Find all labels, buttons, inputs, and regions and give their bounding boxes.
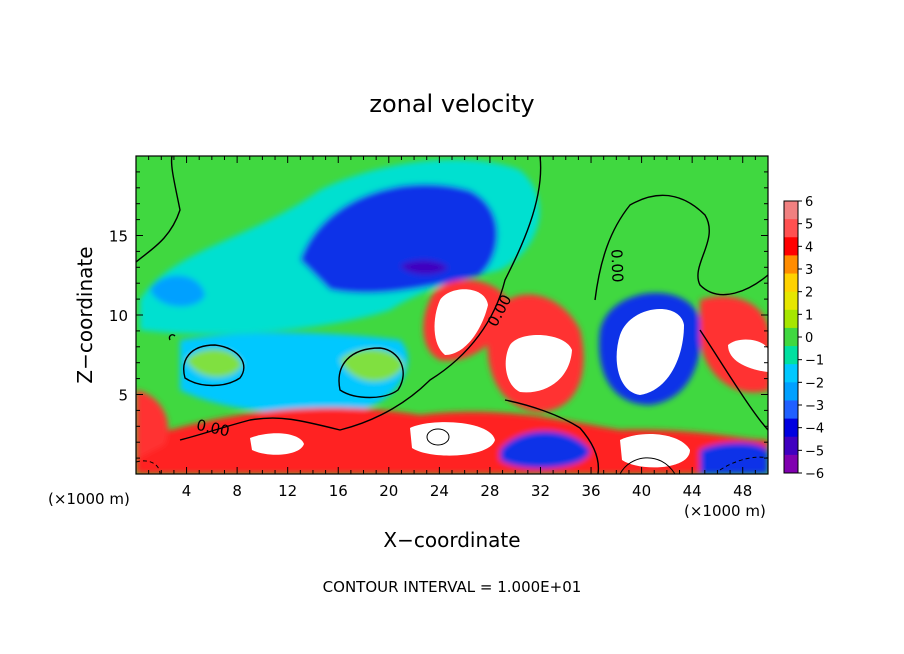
contour-line-6 — [504, 399, 600, 474]
green-island-left — [186, 349, 242, 378]
small-loop-1 — [426, 428, 450, 446]
x-tick-label-3: 16 — [329, 482, 348, 500]
colorbar-label-10: −4 — [805, 422, 824, 437]
contour-interval-note: CONTOUR INTERVAL = 1.000E+01 — [323, 578, 582, 596]
contour-line-1 — [136, 156, 181, 263]
x-tick-label-9: 40 — [632, 482, 651, 500]
colorbar-swatch-0 — [784, 201, 798, 220]
colorbar-swatch-4 — [784, 273, 798, 293]
colorbar-label-8: −2 — [805, 376, 824, 391]
contour-label-3: 0.00 — [607, 249, 626, 283]
colorbar-swatch-3 — [784, 255, 798, 275]
white-max-4 — [728, 339, 768, 372]
y-tick-label-2: 15 — [109, 228, 128, 246]
colorbar-swatch-5 — [784, 291, 798, 311]
y-axis-label: Z−coordinate — [73, 246, 97, 383]
colorbar-swatch-12 — [784, 418, 798, 438]
y-unit-label: (×1000 m) — [48, 490, 130, 508]
x-tick-label-5: 24 — [430, 482, 449, 500]
colorbar-label-2: 4 — [805, 240, 813, 255]
blue-jet-core — [300, 183, 498, 294]
left-red-edge — [136, 390, 169, 460]
contour-line-5 — [338, 347, 404, 399]
chart-title: zonal velocity — [369, 90, 534, 118]
x-tick-label-2: 12 — [278, 482, 297, 500]
x-axis-label: X−coordinate — [383, 528, 520, 552]
x-tick-label-10: 44 — [683, 482, 702, 500]
contour-line-2 — [179, 156, 542, 441]
colorbar-swatch-7 — [784, 327, 798, 347]
contour-line-8 — [168, 334, 176, 341]
purple-jet-center — [400, 260, 448, 275]
contour-line-4 — [183, 344, 245, 387]
green-island-mid — [340, 349, 404, 382]
x-tick-label-11: 48 — [733, 482, 752, 500]
colorbar-swatch-8 — [784, 346, 798, 365]
colorbar-swatch-9 — [784, 364, 798, 383]
colorbar-label-4: 2 — [805, 286, 813, 301]
colorbar-label-5: 1 — [805, 308, 813, 323]
x-tick-label-0: 4 — [182, 482, 192, 500]
colorbar-label-0: 6 — [805, 195, 813, 210]
contour-line-3 — [594, 194, 768, 301]
x-axis-ticks: 4 8 12 16 20 24 28 32 36 40 44 48 — [148, 156, 756, 500]
colorbar-label-1: 5 — [805, 218, 813, 233]
dashed-contour-1 — [136, 460, 161, 474]
bottom-blue-pocket — [500, 431, 590, 469]
colorbar-label-6: 0 — [805, 331, 813, 346]
dashed-contours — [136, 456, 768, 474]
zero-contours — [136, 156, 768, 474]
x-tick-label-7: 32 — [531, 482, 550, 500]
colorbar-swatch-1 — [784, 219, 798, 238]
colorbar-label-7: −1 — [805, 354, 824, 369]
x-tick-label-4: 20 — [379, 482, 398, 500]
colorbar-swatch-11 — [784, 400, 798, 420]
white-max-3 — [616, 308, 684, 395]
y-axis-ticks: 5 10 15 — [109, 171, 768, 459]
contour-line-7 — [699, 329, 768, 431]
x-tick-label-6: 28 — [480, 482, 499, 500]
colorbar-swatch-6 — [784, 309, 798, 329]
colorbar-swatch-14 — [784, 454, 798, 474]
colorbar-label-11: −5 — [805, 444, 824, 459]
colorbar: 6 5 4 3 2 1 0 −1 −2 −3 −4 −5 −6 — [783, 195, 824, 482]
colorbar-swatch-2 — [784, 237, 798, 256]
colorbar-label-12: −6 — [805, 467, 824, 482]
colorbar-swatch-13 — [784, 436, 798, 456]
x-unit-label: (×1000 m) — [684, 502, 766, 520]
white-max-6 — [250, 433, 304, 455]
cyan-left-lobe — [150, 275, 205, 307]
thin-contours — [426, 428, 676, 474]
white-max-1 — [434, 289, 488, 355]
colorbar-swatch-10 — [784, 382, 798, 401]
plot-area: 0.00 0.00 0.00 — [136, 156, 768, 474]
y-tick-label-0: 5 — [118, 387, 128, 405]
small-loop-2 — [619, 457, 676, 474]
x-tick-label-8: 36 — [581, 482, 600, 500]
colorbar-label-9: −3 — [805, 399, 824, 414]
white-max-2 — [505, 334, 572, 393]
x-tick-label-1: 8 — [232, 482, 242, 500]
y-tick-label-1: 10 — [109, 307, 128, 325]
colorbar-label-3: 3 — [805, 263, 813, 278]
bottom-right-blue — [700, 442, 768, 474]
